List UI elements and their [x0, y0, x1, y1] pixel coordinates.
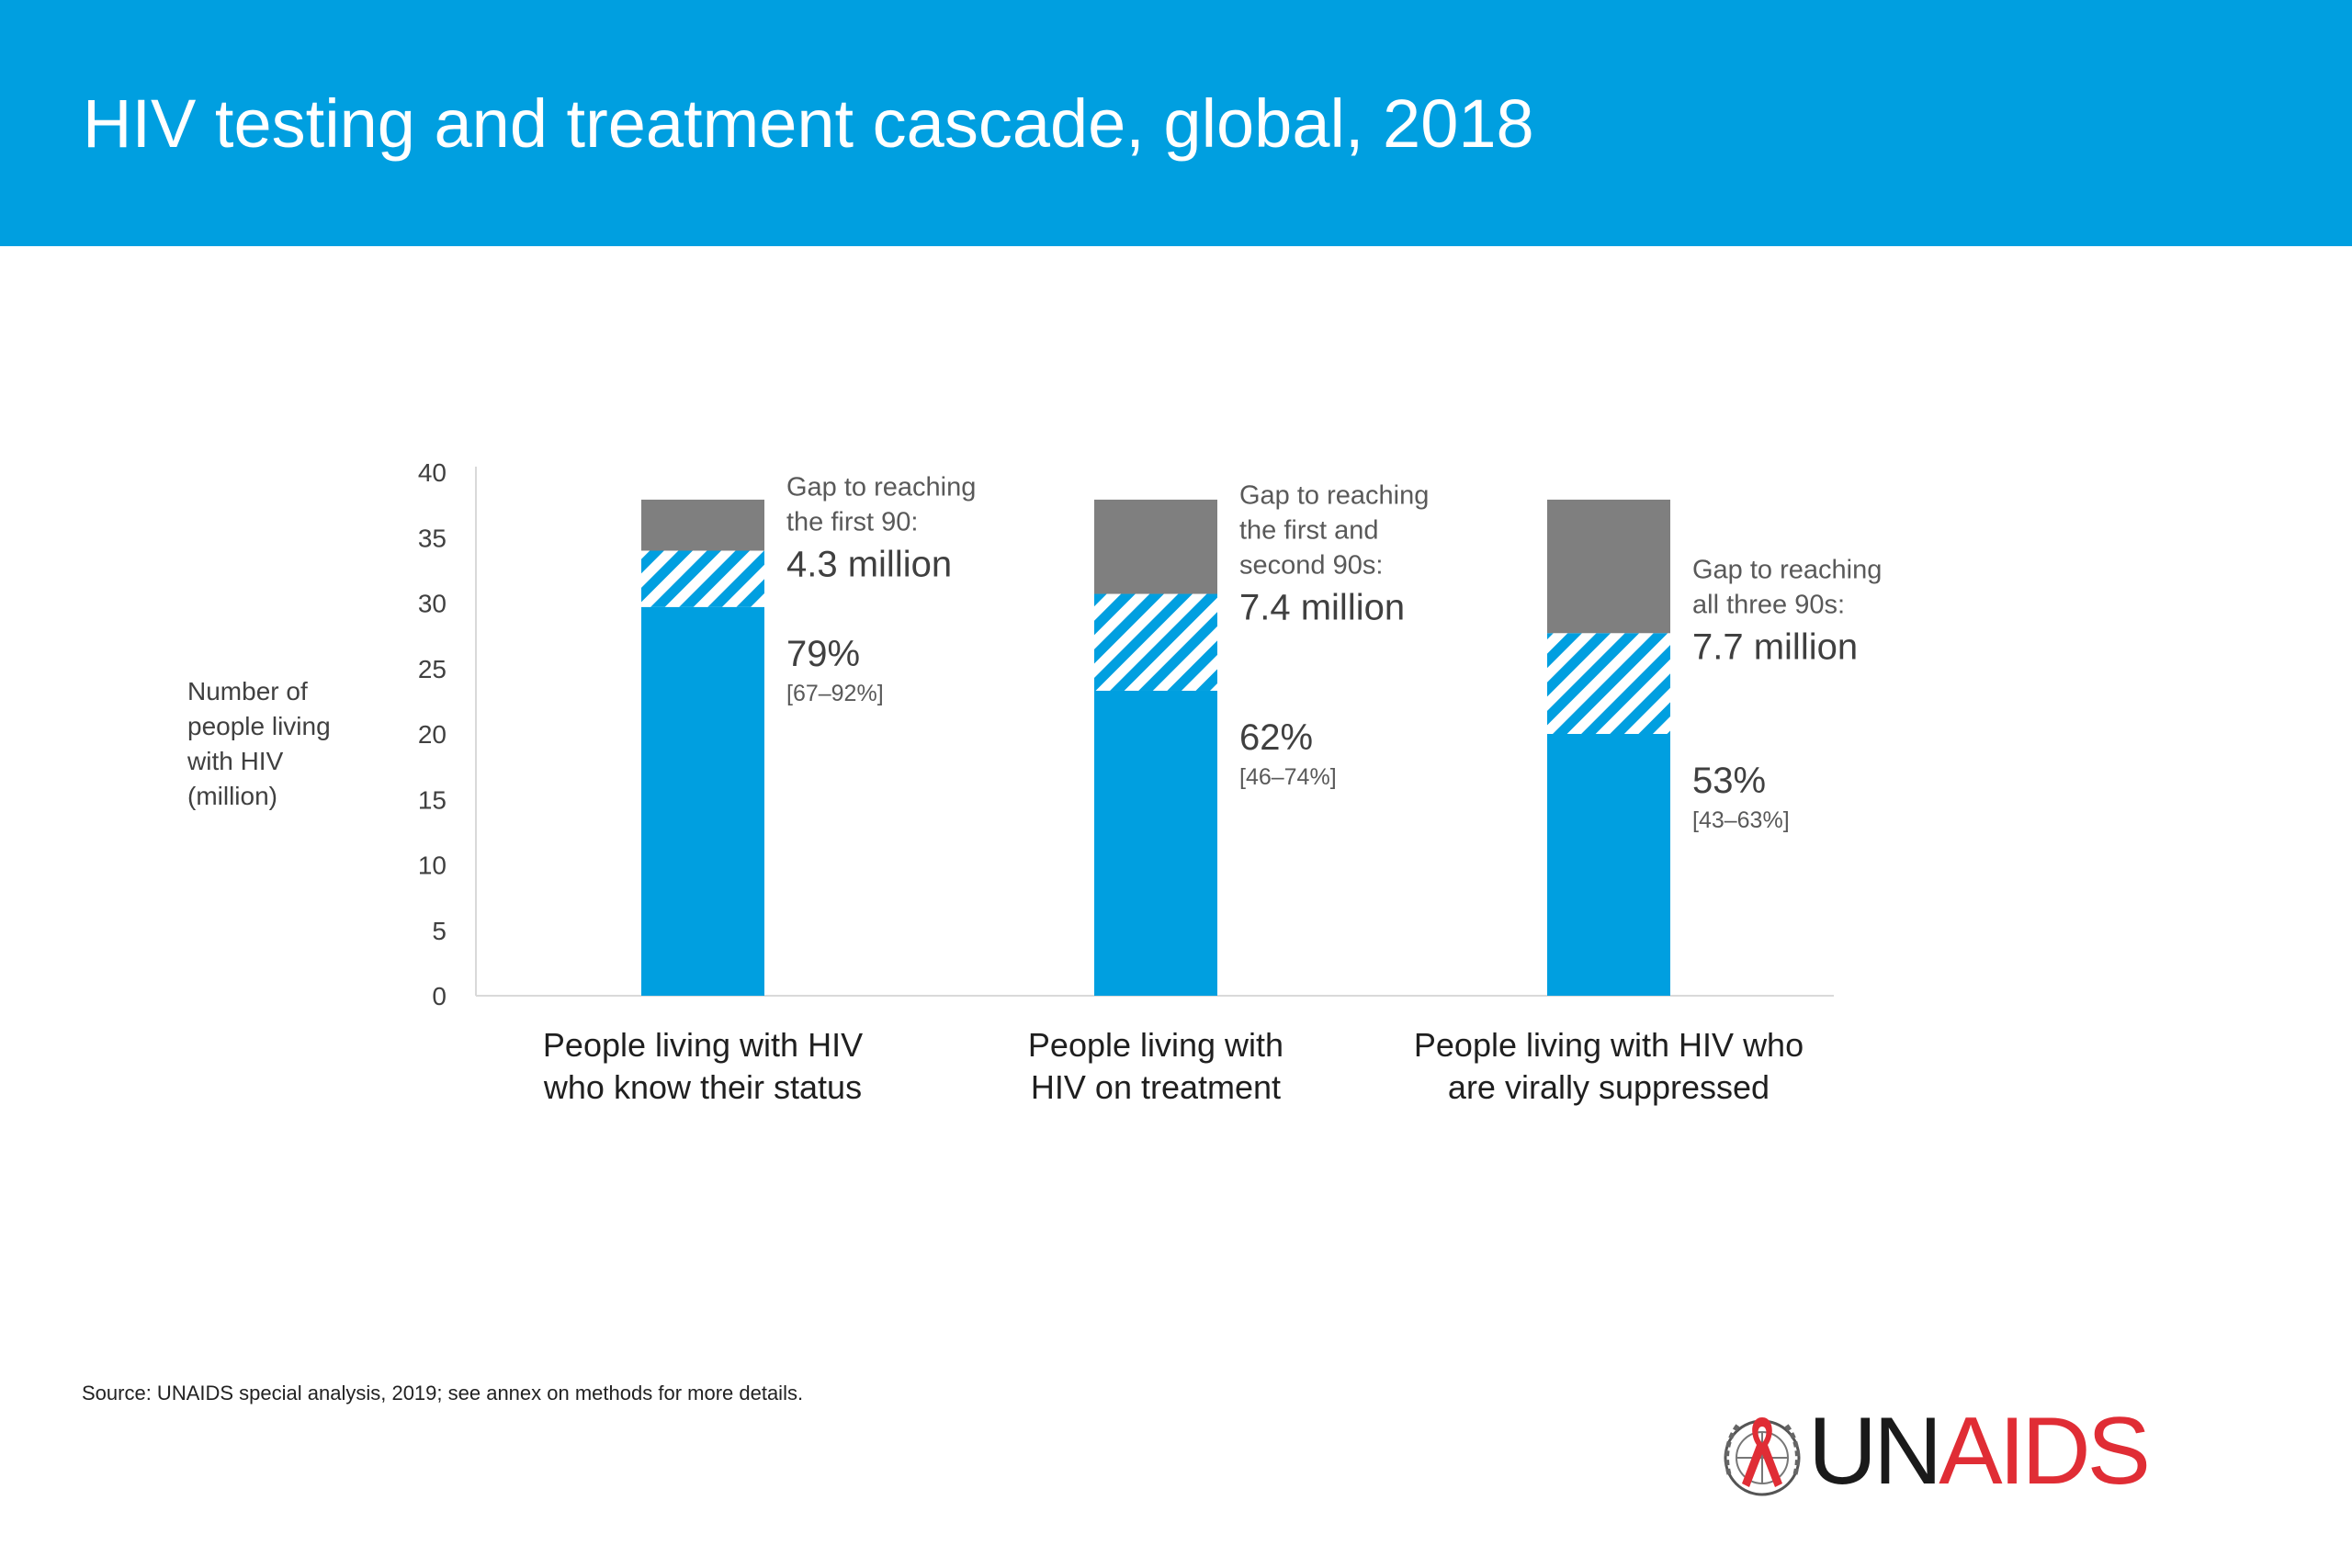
- bar-achieved: [641, 606, 764, 996]
- y-axis-title: people living: [187, 712, 331, 740]
- gap-label: the first 90:: [786, 508, 918, 537]
- y-axis-title: (million): [187, 782, 277, 810]
- y-tick-label: 40: [418, 458, 447, 487]
- x-category-label: People living with HIV who: [1414, 1026, 1804, 1064]
- page-title: HIV testing and treatment cascade, globa…: [83, 85, 1534, 162]
- y-tick-label: 0: [432, 982, 447, 1010]
- logo-text-aids: AIDS: [1939, 1398, 2151, 1505]
- range-label: [46–74%]: [1239, 764, 1337, 790]
- gap-label: the first and: [1239, 516, 1379, 546]
- gap-value: 7.7 million: [1692, 626, 1858, 667]
- y-tick-label: 35: [418, 524, 447, 552]
- x-category-label: HIV on treatment: [1031, 1068, 1281, 1106]
- bar-remaining: [1094, 499, 1217, 594]
- y-tick-label: 5: [432, 917, 447, 945]
- y-tick-label: 25: [418, 655, 447, 683]
- gap-label: all three 90s:: [1692, 590, 1845, 619]
- gap-label: Gap to reaching: [1239, 481, 1429, 511]
- y-tick-label: 20: [418, 720, 447, 749]
- range-label: [67–92%]: [786, 681, 884, 706]
- x-category-label: are virally suppressed: [1448, 1068, 1770, 1106]
- bar-achieved: [1094, 690, 1217, 996]
- y-tick-label: 30: [418, 590, 447, 618]
- logo-text-un: UN: [1808, 1398, 1942, 1505]
- unaids-logo: UNAIDS: [1716, 1401, 2176, 1502]
- bar-gap-hatched: [1547, 633, 1670, 734]
- y-tick-label: 15: [418, 785, 447, 814]
- percent-label: 62%: [1239, 717, 1313, 758]
- y-tick-label: 10: [418, 852, 447, 880]
- bar-achieved: [1547, 734, 1670, 996]
- gap-label: Gap to reaching: [786, 473, 976, 502]
- un-emblem-icon: [1724, 1417, 1801, 1496]
- gap-value: 7.4 million: [1239, 588, 1405, 628]
- y-axis-title: Number of: [187, 677, 308, 705]
- title-banner: HIV testing and treatment cascade, globa…: [0, 0, 2352, 246]
- bar-gap-hatched: [1094, 593, 1217, 691]
- x-category-label: who know their status: [543, 1068, 862, 1106]
- gap-label: Gap to reaching: [1692, 555, 1882, 584]
- source-note: Source: UNAIDS special analysis, 2019; s…: [82, 1382, 804, 1404]
- y-axis-title: with HIV: [187, 747, 284, 775]
- percent-label: 79%: [786, 634, 860, 674]
- gap-label: second 90s:: [1239, 551, 1383, 581]
- bar-remaining: [1547, 499, 1670, 634]
- x-category-label: People living with: [1028, 1026, 1283, 1064]
- bar-gap-hatched: [641, 550, 764, 607]
- bar-remaining: [641, 499, 764, 551]
- x-category-label: People living with HIV: [543, 1026, 863, 1064]
- gap-value: 4.3 million: [786, 545, 952, 585]
- percent-label: 53%: [1692, 761, 1766, 801]
- range-label: [43–63%]: [1692, 807, 1790, 833]
